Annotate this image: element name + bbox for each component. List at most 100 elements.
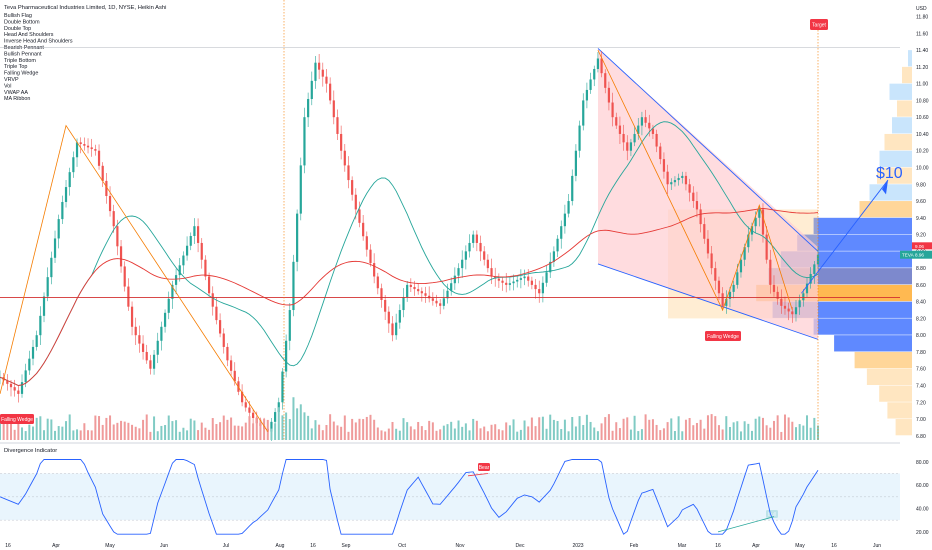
candle-body <box>417 289 420 292</box>
falling-wedge-pattern[interactable] <box>597 48 819 340</box>
wedge-label-right-bg <box>705 331 741 341</box>
candle-body <box>655 133 658 147</box>
candle-body <box>204 259 207 277</box>
volume-bar <box>512 419 515 440</box>
volume-bar <box>640 429 643 440</box>
candle-body <box>20 382 24 394</box>
candle-body <box>185 245 189 256</box>
volume-bar <box>134 426 137 440</box>
candle-body <box>50 257 53 278</box>
ma-fast <box>0 121 819 386</box>
candle-body <box>75 142 79 158</box>
volume-bar <box>266 419 269 440</box>
volume-bar <box>508 425 511 440</box>
candle-body <box>321 69 324 77</box>
volume-bars <box>0 397 819 440</box>
candle-body <box>651 128 655 134</box>
volume-bar <box>274 423 277 440</box>
candle-body <box>178 265 181 276</box>
volume-bar <box>17 416 20 440</box>
volume-bar <box>178 431 181 440</box>
volume-bar <box>677 416 680 440</box>
volume-bar <box>769 427 772 440</box>
volume-bar <box>486 431 489 440</box>
candle-body <box>490 268 493 277</box>
volume-bar <box>435 430 438 440</box>
time-axis[interactable]: 16 Apr May Jun Jul Aug 16 Sep Oct Nov Dec 2023 Feb Ma… <box>5 543 881 549</box>
volume-bar <box>461 426 464 440</box>
candle-body <box>112 211 115 227</box>
candle-body <box>384 299 387 312</box>
volume-bar <box>285 412 288 440</box>
volume-bar <box>648 419 651 440</box>
time-tick: Apr <box>52 543 60 549</box>
legend-item: Double Bottom <box>4 19 40 25</box>
volume-bar <box>54 430 57 440</box>
volume-bar <box>94 415 97 440</box>
candle-body <box>714 268 717 281</box>
candle-body <box>534 284 537 290</box>
candle-body <box>288 310 291 341</box>
candle-body <box>318 62 321 70</box>
price-tick: 9.60 <box>916 199 926 205</box>
time-tick: 16 <box>310 543 316 549</box>
candle-body <box>28 358 31 371</box>
volume-bar <box>83 423 86 440</box>
candle-body <box>281 371 284 403</box>
candle-body <box>754 217 757 227</box>
candle-body <box>354 194 357 210</box>
candle-body <box>252 412 255 418</box>
volume-bar <box>739 431 742 440</box>
candle-body <box>457 268 460 276</box>
price-axis[interactable]: 11.80 11.60 11.40 11.20 11.00 10.80 10.60 10.40… <box>916 15 929 440</box>
volume-bar <box>112 424 115 440</box>
volume-bar <box>464 423 467 440</box>
candle-body <box>541 282 544 294</box>
volume-bar <box>343 415 346 440</box>
volume-bar <box>424 430 427 440</box>
candle-body <box>442 298 445 306</box>
candle-body <box>464 251 467 260</box>
candle-body <box>369 249 372 264</box>
volume-bar <box>519 429 522 440</box>
volume-bar <box>277 407 280 440</box>
candle-body <box>141 343 145 352</box>
time-tick: Aug <box>276 543 285 549</box>
candle-body <box>299 165 302 214</box>
volume-bar <box>109 415 112 440</box>
candle-body <box>409 284 412 287</box>
candle-body <box>527 276 530 281</box>
volume-bar <box>681 431 684 440</box>
price-tick: 11.00 <box>916 82 928 88</box>
candle-body <box>468 242 471 252</box>
candle-body <box>362 222 365 237</box>
candle-body <box>347 165 350 181</box>
volume-bar <box>622 418 625 440</box>
volume-bar <box>765 425 768 440</box>
time-tick: May <box>105 543 115 549</box>
candle-body <box>681 175 684 178</box>
volume-bar <box>252 423 255 440</box>
volume-bar <box>153 416 156 440</box>
candle-body <box>787 308 790 312</box>
volume-bar <box>211 418 214 440</box>
price-tick: 7.80 <box>916 350 926 356</box>
time-tick: Sep <box>342 543 351 549</box>
volume-bar <box>662 428 665 440</box>
price-tick: 8.60 <box>916 283 926 289</box>
candle-body <box>105 180 108 197</box>
candle-body <box>193 226 196 236</box>
legend-item: MA Ribbon <box>4 96 30 102</box>
candle-body <box>167 298 170 313</box>
profile-bar <box>859 201 912 218</box>
candle-body <box>618 125 622 134</box>
volume-bar <box>263 418 266 440</box>
volume-bar <box>156 431 159 440</box>
candle-body <box>248 407 251 413</box>
candle-body <box>578 125 581 151</box>
candle-body <box>68 172 71 188</box>
candle-body <box>101 165 104 181</box>
candle-body <box>138 335 141 344</box>
